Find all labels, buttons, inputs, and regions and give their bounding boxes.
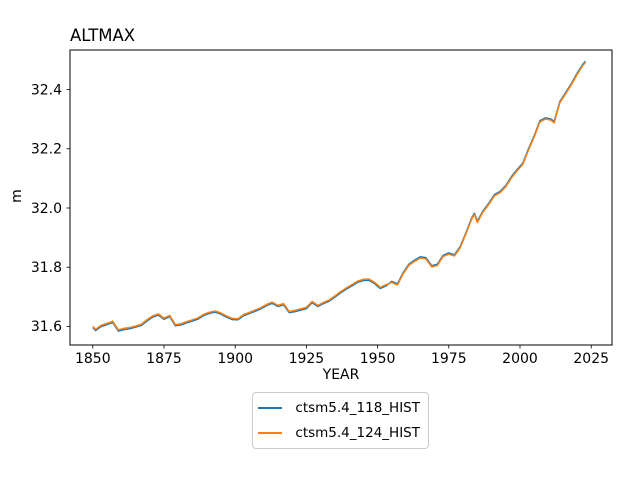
x-axis-label: YEAR <box>322 367 360 383</box>
y-tick-label: 32.0 <box>31 201 62 217</box>
x-tick-label: 1925 <box>289 351 325 367</box>
x-tick-label: 1850 <box>75 351 111 367</box>
y-tick-label: 31.8 <box>31 260 62 276</box>
y-tick-label: 31.6 <box>31 319 62 335</box>
y-axis-label: m <box>9 189 25 203</box>
y-tick-label: 32.2 <box>31 142 62 158</box>
legend-label: ctsm5.4_118_HIST <box>295 400 420 416</box>
x-tick-label: 1975 <box>431 351 467 367</box>
series-line-0 <box>92 60 587 332</box>
legend-label: ctsm5.4_124_HIST <box>295 425 420 441</box>
x-tick-label: 1900 <box>217 351 253 367</box>
x-tick-label: 1950 <box>360 351 396 367</box>
x-tick-label: 1875 <box>146 351 182 367</box>
legend-item-124: ctsm5.4_124_HIST <box>258 423 420 443</box>
series-line-1 <box>92 61 587 331</box>
legend-item-118: ctsm5.4_118_HIST <box>258 398 420 418</box>
legend-line-swatch-blue <box>258 407 283 409</box>
legend: ctsm5.4_118_HIST ctsm5.4_124_HIST <box>252 392 429 449</box>
y-tick-label: 32.4 <box>31 82 62 98</box>
x-tick-label: 2025 <box>573 351 609 367</box>
x-tick-label: 2000 <box>502 351 538 367</box>
chart-title: ALTMAX <box>70 26 136 45</box>
legend-line-swatch-orange <box>258 432 283 434</box>
plot-border <box>69 49 613 346</box>
